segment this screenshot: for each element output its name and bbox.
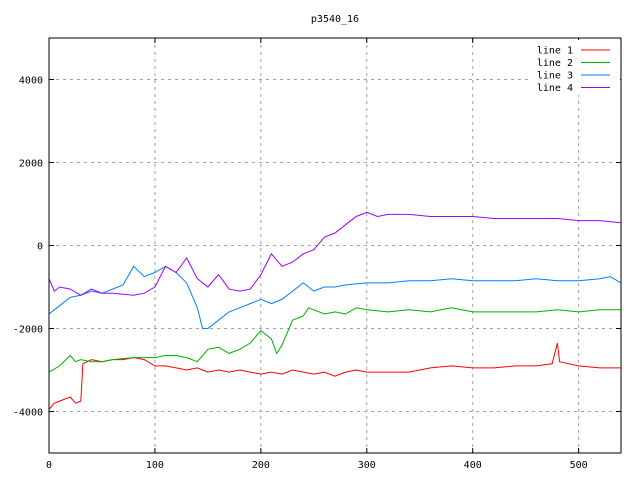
y-tick-label: -4000 xyxy=(13,408,43,419)
x-tick-label: 200 xyxy=(252,460,270,471)
axes: 0 100 200 300 400 500 -4000 -2000 0 2000 4000 xyxy=(13,38,621,471)
x-tick-label: 400 xyxy=(464,460,482,471)
chart-title: p3540_16 xyxy=(311,14,359,25)
series-line-4 xyxy=(48,211,622,296)
y-tick-label: 2000 xyxy=(19,159,43,170)
y-tick-label: 4000 xyxy=(19,76,43,87)
series-line-2 xyxy=(48,307,621,373)
plot-frame xyxy=(48,37,622,454)
x-tick-label: 100 xyxy=(146,460,164,471)
legend-label: line 1 xyxy=(537,46,573,57)
series-line-3 xyxy=(48,265,622,329)
y-tick-label: -2000 xyxy=(13,325,43,336)
grid xyxy=(49,38,621,453)
x-tick-label: 300 xyxy=(358,460,376,471)
y-tick-label: 0 xyxy=(37,242,43,253)
x-tick-label: 500 xyxy=(570,460,588,471)
legend-background xyxy=(530,40,620,95)
x-tick-label: 0 xyxy=(46,460,52,471)
series-lines xyxy=(48,211,622,410)
legend-label: line 3 xyxy=(537,71,573,82)
legend-label: line 2 xyxy=(537,58,573,69)
legend-label: line 4 xyxy=(537,83,573,94)
